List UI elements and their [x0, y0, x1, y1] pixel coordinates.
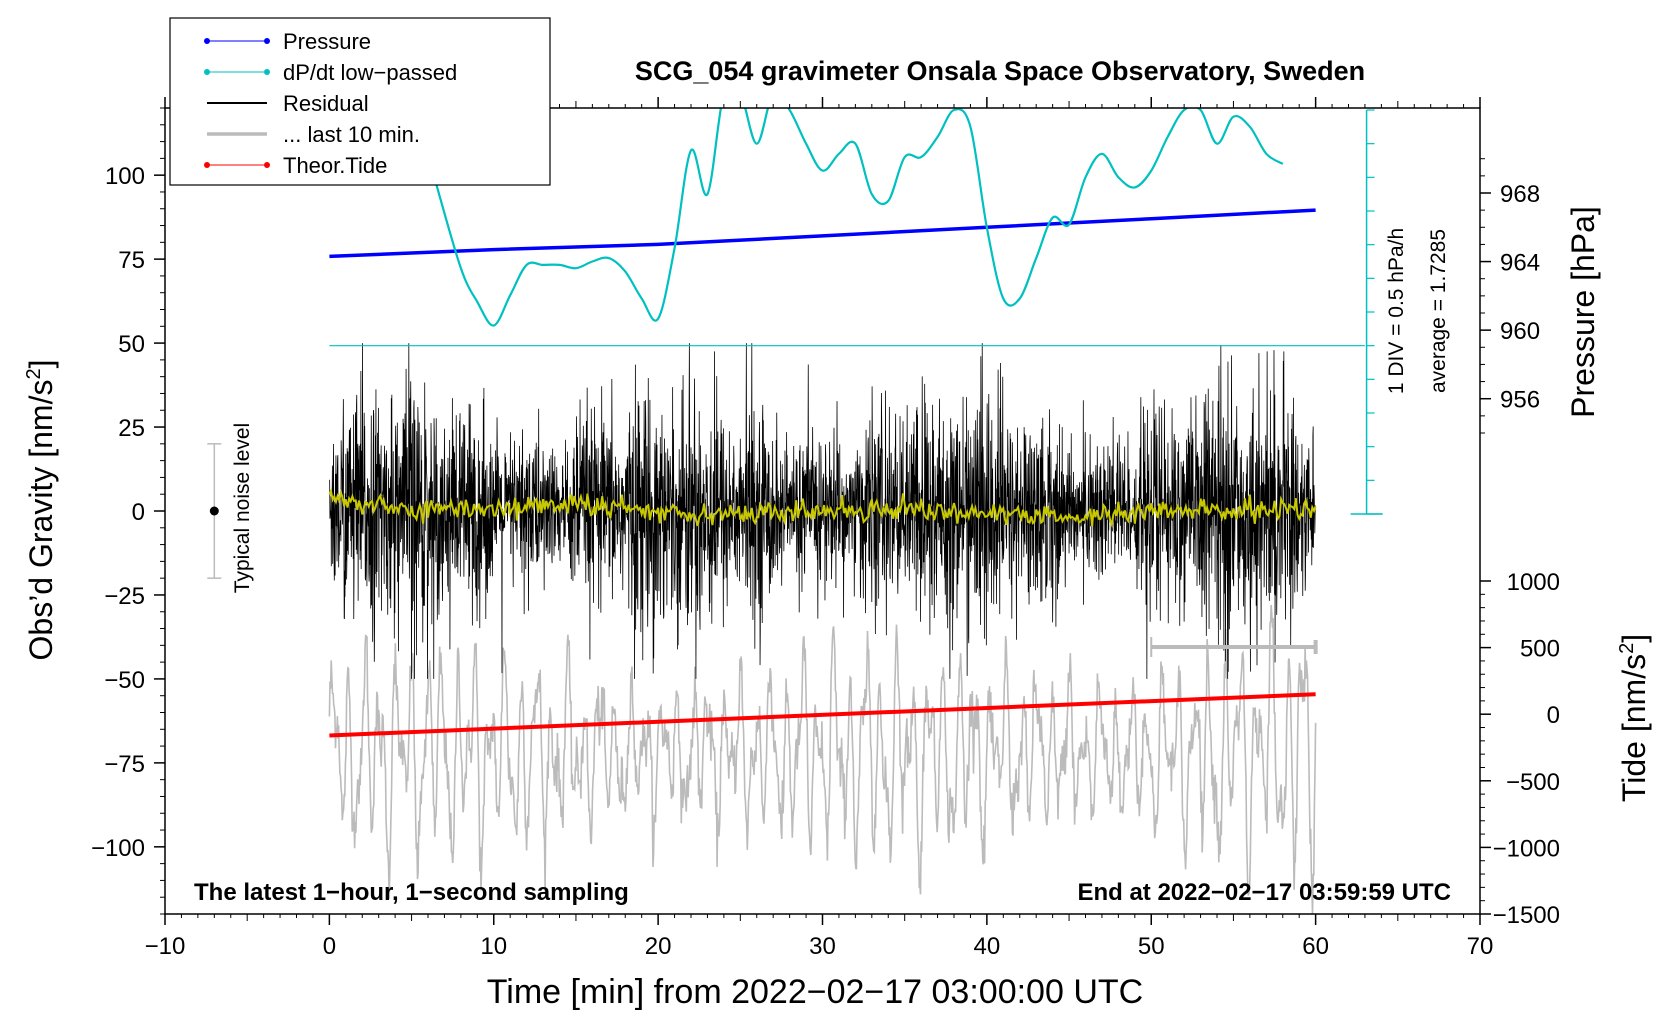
pressure-tick-label: 964	[1500, 250, 1540, 277]
last-10-min-series	[328, 604, 1317, 914]
tide-tick-label: −1500	[1493, 902, 1560, 929]
legend-label: Theor.Tide	[283, 153, 387, 178]
left-y-tick-label: 0	[132, 499, 145, 526]
pressure-tick-label: 956	[1500, 387, 1540, 414]
tide-tick-label: −500	[1506, 769, 1560, 796]
legend-label: dP/dt low−passed	[283, 60, 457, 85]
legend-marker	[264, 69, 270, 75]
x-tick-label: 40	[974, 933, 1001, 960]
x-tick-label: 30	[809, 933, 836, 960]
x-tick-label: 20	[645, 933, 672, 960]
axes: −10 0 10 20 30 40 50 60 701007550250−25−50−75−10…	[91, 97, 1560, 960]
legend-box	[169, 17, 551, 186]
left-y-tick-label: 100	[105, 163, 145, 190]
residual-series	[329, 343, 1316, 679]
left-axis-label-sup: 2	[23, 368, 45, 379]
left-axis-label: Obs’d Gravity [nm/s2]	[23, 360, 59, 661]
tide-axis-label-end: ]	[1616, 634, 1652, 643]
theor-tide-series	[329, 692, 1316, 738]
left-y-tick-label: −75	[104, 751, 145, 778]
left-axis-label-main: Obs’d Gravity [nm/s	[23, 380, 59, 661]
x-tick-label: 50	[1138, 933, 1165, 960]
legend-label: Pressure	[283, 29, 371, 54]
tide-tick-label: 0	[1547, 702, 1560, 729]
end-time-annotation: End at 2022−02−17 03:59:59 UTC	[1077, 879, 1451, 906]
chart-title: SCG_054 gravimeter Onsala Space Observat…	[635, 56, 1365, 86]
noise-level-label: Typical noise level	[231, 423, 254, 593]
pressure-series	[329, 208, 1316, 259]
dpdt-scale-label: 1 DIV = 0.5 hPa/h	[1385, 228, 1408, 394]
left-y-tick-label: 25	[118, 415, 145, 442]
dpdt-average-label: average = 1.7285	[1427, 229, 1450, 393]
pressure-tick-label: 960	[1500, 318, 1540, 345]
noise-level-dot	[209, 506, 219, 516]
pressure-axis-label: Pressure [hPa]	[1565, 206, 1601, 418]
legend-marker	[204, 162, 210, 168]
legend-label: ... last 10 min.	[283, 122, 420, 147]
left-y-tick-label: 75	[118, 247, 145, 274]
legend-marker	[204, 38, 210, 44]
left-y-tick-label: −25	[104, 583, 145, 610]
left-y-tick-label: −50	[104, 667, 145, 694]
legend: Pressure dP/dt low−passed Residual ... last…	[169, 17, 551, 186]
x-axis-label: Time [min] from 2022−02−17 03:00:00 UTC	[487, 973, 1143, 1011]
sampling-annotation: The latest 1−hour, 1−second sampling	[194, 879, 629, 906]
left-y-tick-label: 50	[118, 331, 145, 358]
tide-tick-label: 1000	[1507, 569, 1560, 596]
pressure-tick-label: 968	[1500, 181, 1540, 208]
left-y-tick-label: −100	[91, 835, 145, 862]
dpdt-series	[435, 108, 1284, 327]
legend-marker	[264, 38, 270, 44]
tide-tick-label: −1000	[1493, 835, 1560, 862]
left-axis-label-end: ]	[23, 360, 59, 369]
residual-smoothed-series	[328, 488, 1317, 529]
tide-axis-label-sup: 2	[1616, 643, 1638, 654]
legend-marker	[264, 162, 270, 168]
tide-tick-label: 500	[1520, 636, 1560, 663]
x-tick-label: 60	[1302, 933, 1329, 960]
tide-axis-label-main: Tide [nm/s	[1616, 654, 1652, 802]
plot-area	[328, 108, 1365, 914]
x-tick-label: 0	[323, 933, 336, 960]
legend-marker	[204, 69, 210, 75]
tide-axis-label: Tide [nm/s2]	[1616, 634, 1652, 802]
x-tick-label: 70	[1467, 933, 1494, 960]
x-tick-label: −10	[145, 933, 186, 960]
x-tick-label: 10	[480, 933, 507, 960]
legend-label: Residual	[283, 91, 369, 116]
